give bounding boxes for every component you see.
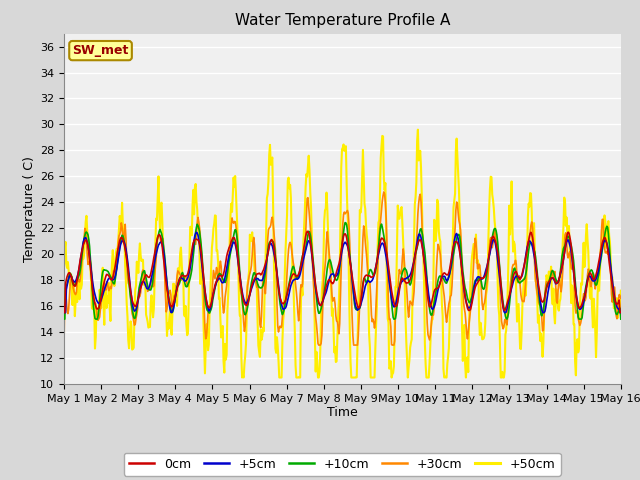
- X-axis label: Time: Time: [327, 407, 358, 420]
- Y-axis label: Temperature ( C): Temperature ( C): [23, 156, 36, 262]
- Legend: 0cm, +5cm, +10cm, +30cm, +50cm: 0cm, +5cm, +10cm, +30cm, +50cm: [124, 453, 561, 476]
- Text: SW_met: SW_met: [72, 44, 129, 57]
- Title: Water Temperature Profile A: Water Temperature Profile A: [235, 13, 450, 28]
